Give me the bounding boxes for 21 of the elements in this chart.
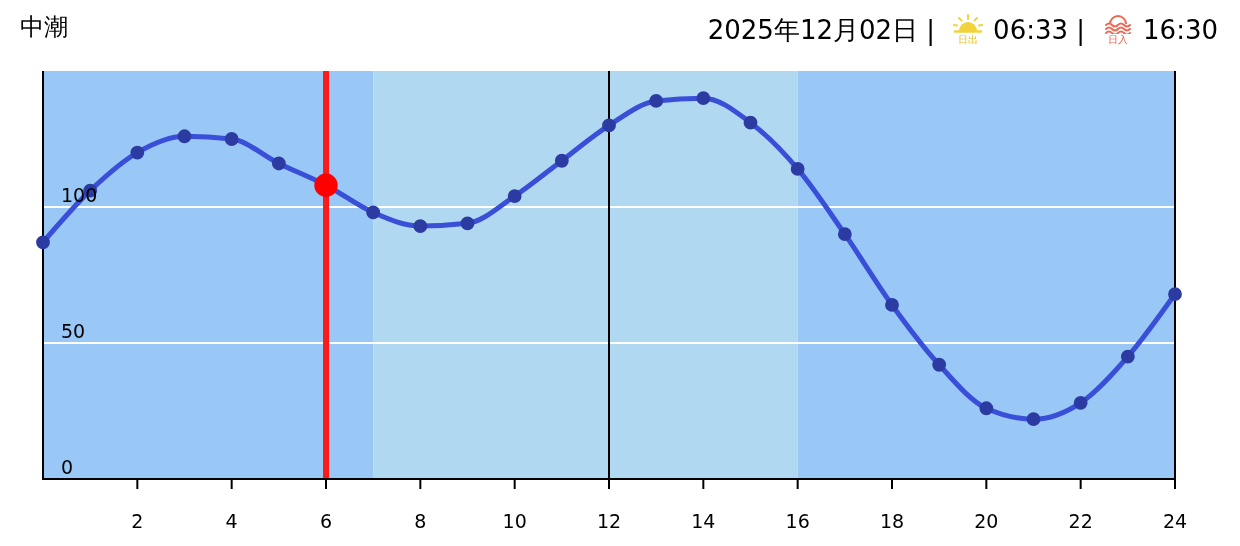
chart-subtitle: 2025年12月02日 |: [707, 13, 936, 48]
x-tick-label: 16: [785, 510, 810, 532]
x-tick-label: 10: [502, 510, 527, 532]
x-tick-label: 18: [879, 510, 905, 532]
x-tick-label: 2: [131, 510, 144, 532]
text: 06:33 |: [993, 15, 1086, 45]
x-tick-label: 20: [974, 510, 999, 532]
y-tick-label: 50: [61, 320, 86, 342]
x-tick-label: 14: [691, 510, 716, 532]
y-tick-label: 0: [61, 456, 74, 478]
y-tick-label: 100: [61, 184, 98, 206]
chart-title: 中潮: [20, 12, 68, 43]
text: 日出: [958, 34, 979, 46]
x-tick-label: 6: [319, 510, 333, 532]
x-tick-label: 24: [1162, 510, 1188, 532]
x-tick-label: 4: [225, 510, 238, 532]
x-tick-label: 22: [1068, 510, 1093, 532]
x-tick-label: 12: [596, 510, 622, 532]
text: 16:30: [1143, 15, 1218, 45]
text: 日入: [1108, 34, 1129, 46]
x-tick-label: 8: [414, 510, 427, 532]
